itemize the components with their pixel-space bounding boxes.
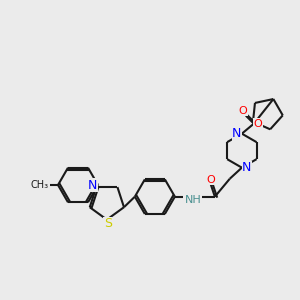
Text: CH₃: CH₃ [31, 180, 49, 190]
Text: S: S [104, 217, 112, 230]
Text: O: O [206, 175, 215, 185]
Text: N: N [88, 178, 97, 192]
Text: NH: NH [184, 195, 201, 205]
Text: N: N [232, 127, 242, 140]
Text: N: N [242, 161, 251, 174]
Text: O: O [254, 119, 262, 129]
Text: O: O [238, 106, 247, 116]
